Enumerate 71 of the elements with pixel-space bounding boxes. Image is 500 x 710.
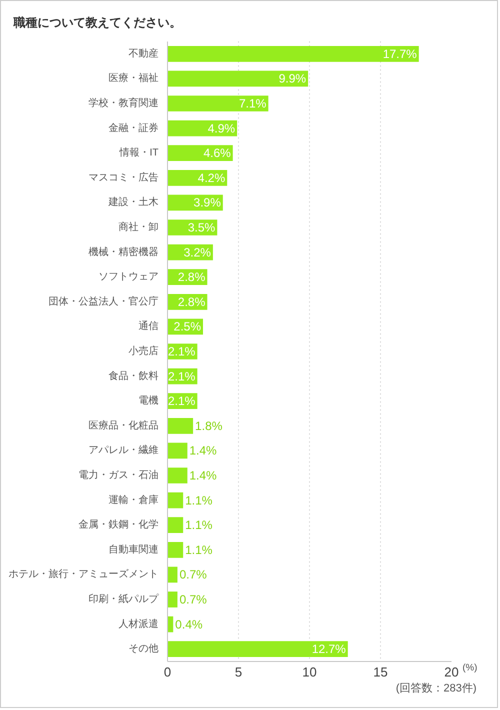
x-tick-label: 15 — [373, 664, 388, 680]
y-tick-label: 印刷・紙パルプ — [88, 593, 160, 605]
bar — [168, 468, 188, 484]
data-label: 1.1% — [185, 493, 213, 508]
y-tick-label: 不動産 — [128, 47, 158, 60]
y-tick-label: 学校・教育関連 — [88, 97, 158, 109]
data-label: 2.1% — [168, 369, 196, 384]
x-tick-label: 10 — [302, 664, 317, 680]
bar — [168, 641, 348, 658]
data-label: 0.7% — [179, 592, 208, 606]
y-tick-label: 商社・卸 — [118, 221, 158, 233]
x-tick-label: 20 — [444, 664, 459, 680]
bar — [168, 70, 308, 87]
y-tick-label: 機械・精密機器 — [88, 246, 158, 258]
data-label: 0.4% — [175, 617, 203, 632]
y-tick-label: 金融・証券 — [108, 122, 158, 134]
data-label: 4.2% — [198, 170, 226, 185]
y-tick-label: アパレル・繊維 — [88, 444, 158, 456]
y-tick-label: 医療・福祉 — [108, 72, 158, 84]
y-tick-label: ソフトウェア — [98, 272, 158, 283]
bar — [168, 46, 419, 62]
data-label: 4.9% — [208, 121, 236, 136]
data-label: 3.9% — [194, 196, 222, 210]
y-tick-label: その他 — [128, 642, 158, 655]
y-tick-label: 小売店 — [128, 345, 158, 357]
data-label: 2.1% — [168, 344, 196, 358]
y-tick-label: 通信 — [138, 320, 158, 332]
bar — [168, 566, 178, 583]
bar — [168, 442, 188, 459]
data-label: 3.5% — [188, 220, 216, 234]
x-tick-label: 5 — [234, 664, 242, 680]
y-tick-label: 自動車関連 — [108, 543, 158, 556]
y-tick-label: 金属・鉄鋼・化学 — [78, 518, 158, 531]
data-label: 17.7% — [382, 46, 418, 61]
bar — [168, 492, 184, 508]
x-tick-label: 0 — [164, 664, 172, 680]
y-tick-label: 医療品・化粧品 — [88, 419, 158, 432]
y-tick-label: 電力・ガス・石油 — [78, 469, 158, 481]
y-tick-label: 人材派遣 — [118, 618, 158, 630]
data-label: 0.7% — [179, 568, 208, 582]
data-label: 1.4% — [189, 468, 218, 482]
bar — [168, 145, 233, 162]
chart-title: 職種について教えてください。 — [12, 16, 182, 30]
data-label: 1.4% — [189, 444, 218, 458]
bar — [168, 517, 184, 534]
data-label: 12.7% — [312, 642, 346, 656]
data-label: 2.8% — [178, 294, 206, 309]
data-label: 9.9% — [278, 72, 306, 86]
y-tick-label: ホテル・旅行・アミューズメント — [8, 568, 158, 580]
data-label: 1.1% — [185, 518, 213, 532]
y-tick-label: 建設・土木 — [108, 196, 158, 208]
y-tick-label: マスコミ・広告 — [88, 171, 158, 184]
x-axis-title: (%) — [462, 662, 478, 674]
y-tick-label: 電機 — [138, 394, 158, 407]
data-label: 4.6% — [203, 146, 232, 160]
data-label: 2.5% — [174, 320, 202, 334]
bar — [168, 542, 184, 558]
y-tick-label: 団体・公益法人・官公庁 — [48, 295, 158, 308]
y-tick-label: 食品・飲料 — [108, 370, 158, 382]
bar — [168, 96, 268, 112]
y-tick-label: 運輸・倉庫 — [108, 494, 158, 506]
data-label: 3.2% — [184, 245, 212, 260]
text: (回答数：283件) — [396, 682, 477, 694]
y-tick-label: 情報・IT — [118, 146, 159, 159]
data-label: 2.1% — [168, 394, 196, 408]
data-label: 2.8% — [178, 270, 206, 284]
bar — [168, 592, 178, 608]
bar — [168, 418, 194, 434]
data-label: 1.1% — [185, 542, 213, 557]
data-label: 7.1% — [238, 96, 267, 110]
data-label: 1.8% — [195, 418, 223, 433]
